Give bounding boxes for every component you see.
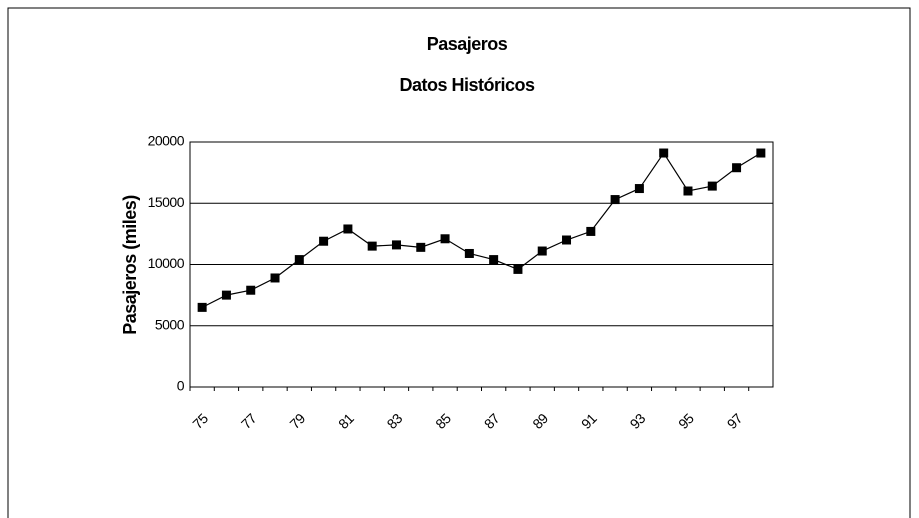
x-tick-label: 79 bbox=[286, 410, 308, 432]
x-tick-label: 89 bbox=[529, 410, 551, 432]
x-tick-label: 85 bbox=[432, 410, 454, 432]
marker bbox=[562, 235, 572, 245]
marker bbox=[246, 285, 256, 295]
x-tick-label: 77 bbox=[238, 410, 260, 432]
marker bbox=[732, 163, 742, 173]
marker bbox=[634, 184, 644, 194]
x-tick-label: 83 bbox=[384, 410, 406, 432]
marker bbox=[197, 302, 207, 312]
marker bbox=[294, 255, 304, 265]
x-tick-label: 97 bbox=[724, 410, 746, 432]
marker bbox=[683, 186, 693, 196]
marker bbox=[367, 241, 377, 251]
x-tick-label: 75 bbox=[189, 410, 211, 432]
marker bbox=[464, 248, 474, 258]
marker bbox=[610, 195, 620, 205]
y-axis-label: Pasajeros (miles) bbox=[120, 195, 140, 335]
y-tick-label: 10000 bbox=[148, 255, 185, 271]
chart-subtitle: Datos Históricos bbox=[399, 75, 535, 95]
x-tick-label: 91 bbox=[578, 410, 600, 432]
marker bbox=[586, 226, 596, 236]
marker bbox=[489, 255, 499, 265]
marker bbox=[391, 240, 401, 250]
x-tick-label: 95 bbox=[675, 410, 697, 432]
marker bbox=[416, 242, 426, 252]
marker bbox=[537, 246, 547, 256]
marker bbox=[513, 264, 523, 274]
series-line bbox=[201, 151, 762, 308]
marker bbox=[756, 148, 766, 158]
x-tick-label: 93 bbox=[627, 410, 649, 432]
chart-frame bbox=[7, 7, 911, 518]
x-tick-label: 81 bbox=[335, 410, 357, 432]
x-tick-label: 87 bbox=[481, 410, 503, 432]
y-tick-label: 20000 bbox=[148, 133, 185, 149]
marker bbox=[343, 224, 353, 234]
marker bbox=[319, 236, 329, 246]
marker bbox=[221, 290, 231, 300]
marker bbox=[270, 273, 280, 283]
y-tick-label: 15000 bbox=[148, 194, 185, 210]
y-tick-label: 0 bbox=[177, 378, 185, 394]
marker bbox=[440, 234, 450, 244]
chart-title: Pasajeros bbox=[427, 34, 508, 54]
marker bbox=[659, 148, 669, 158]
marker bbox=[707, 181, 717, 191]
y-tick-label: 5000 bbox=[155, 316, 185, 332]
